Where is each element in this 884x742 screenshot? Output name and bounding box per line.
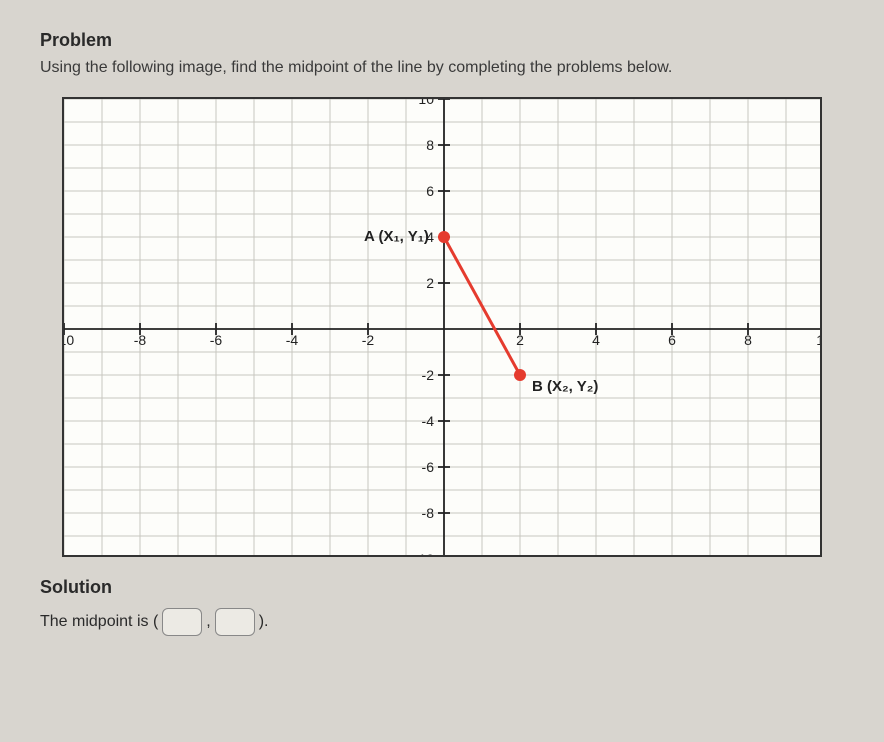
svg-text:A (X₁, Y₁): A (X₁, Y₁) xyxy=(364,228,429,245)
svg-text:-10: -10 xyxy=(414,551,434,557)
svg-text:2: 2 xyxy=(426,275,434,291)
solution-suffix: ). xyxy=(259,613,269,631)
svg-text:-4: -4 xyxy=(422,413,435,429)
svg-text:10: 10 xyxy=(418,97,434,107)
coordinate-graph: -10-8-6-4-2246810-10-8-6-4-2246810A (X₁,… xyxy=(62,97,822,557)
solution-line: The midpoint is ( , ). xyxy=(40,608,844,636)
svg-text:8: 8 xyxy=(426,137,434,153)
problem-text: Using the following image, find the midp… xyxy=(40,59,844,77)
svg-text:6: 6 xyxy=(426,183,434,199)
svg-text:-2: -2 xyxy=(422,367,435,383)
svg-text:-2: -2 xyxy=(362,332,375,348)
svg-text:6: 6 xyxy=(668,332,676,348)
midpoint-x-input[interactable] xyxy=(162,608,202,636)
svg-text:-6: -6 xyxy=(422,459,435,475)
svg-text:-8: -8 xyxy=(134,332,147,348)
svg-text:-4: -4 xyxy=(286,332,299,348)
svg-text:-8: -8 xyxy=(422,505,435,521)
svg-text:10: 10 xyxy=(816,332,822,348)
problem-heading: Problem xyxy=(40,30,844,51)
midpoint-y-input[interactable] xyxy=(215,608,255,636)
solution-prefix: The midpoint is ( xyxy=(40,613,158,631)
svg-text:-10: -10 xyxy=(62,332,74,348)
svg-text:2: 2 xyxy=(516,332,524,348)
graph-container: -10-8-6-4-2246810-10-8-6-4-2246810A (X₁,… xyxy=(40,97,844,557)
svg-text:B (X₂, Y₂): B (X₂, Y₂) xyxy=(532,378,598,395)
svg-text:4: 4 xyxy=(592,332,600,348)
solution-heading: Solution xyxy=(40,577,844,598)
solution-sep: , xyxy=(206,613,210,631)
svg-text:-6: -6 xyxy=(210,332,223,348)
svg-text:8: 8 xyxy=(744,332,752,348)
